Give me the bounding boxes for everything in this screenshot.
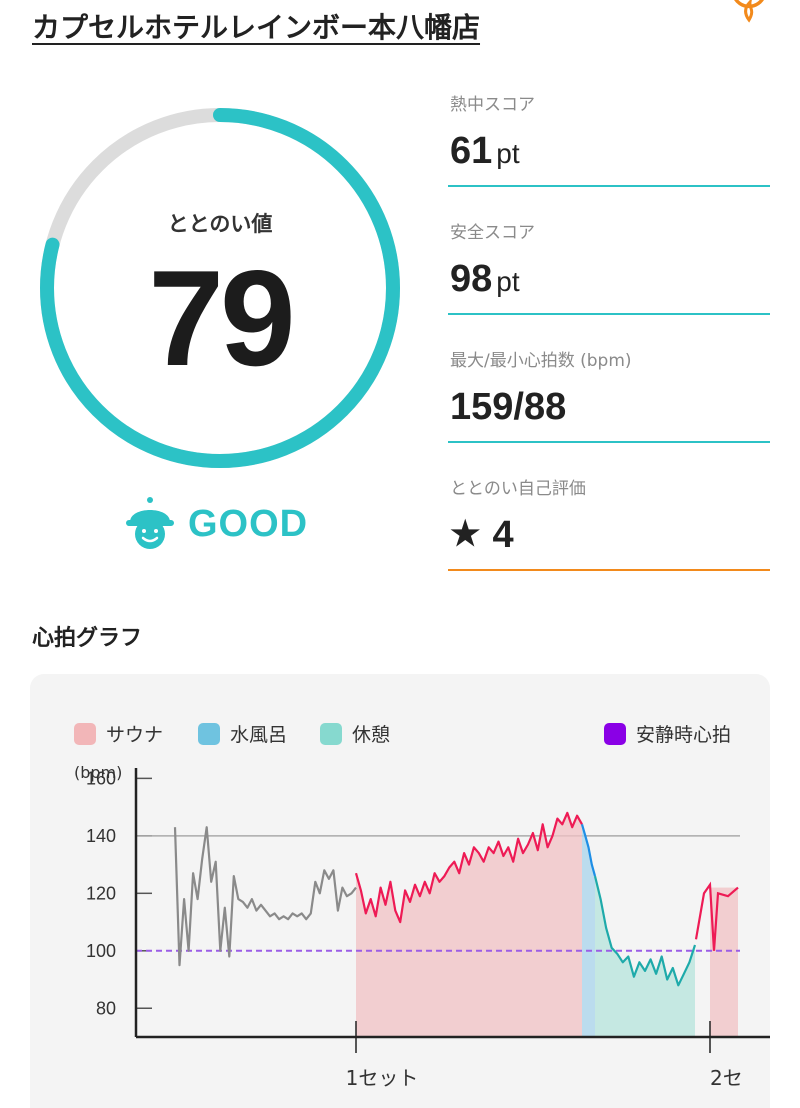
rating-text: GOOD	[188, 502, 309, 545]
y-axis-label: (bpm)	[74, 763, 122, 782]
y-tick-label: 100	[86, 941, 116, 961]
stat-underline	[448, 313, 770, 315]
legend-swatch	[604, 722, 626, 745]
sauna-logo-icon[interactable]	[726, 0, 772, 36]
y-tick-label: 120	[86, 883, 116, 903]
heart-graph-title: 心拍グラフ	[32, 626, 143, 651]
phase-area	[710, 887, 738, 1037]
stat-underline	[448, 441, 770, 443]
stat-value: 61 pt	[450, 130, 520, 172]
phase-area	[595, 876, 695, 1037]
stat-label: 最大/最小心拍数 (bpm)	[450, 351, 632, 371]
y-tick-label: 160	[86, 768, 116, 788]
series-line	[173, 826, 357, 967]
stat-underline	[448, 185, 770, 187]
star-icon: ★	[450, 515, 481, 553]
stat-label: 熱中スコア	[450, 95, 535, 115]
phase-area	[582, 824, 595, 1037]
stat-label: ととのい自己評価	[450, 479, 586, 499]
series-line	[354, 811, 583, 924]
stat-value: ★ 4	[450, 514, 514, 556]
heart-rate-chart: サウナ 水風呂 休憩 安静時心拍 (bpm) 80 100 120 140 160 1セット…	[30, 674, 770, 1108]
stat-safety-score: 安全スコア 98 pt	[448, 212, 770, 340]
stat-heart-rate: 最大/最小心拍数 (bpm) 159/88	[448, 340, 770, 468]
x-tick-label: 1セット	[346, 1066, 419, 1090]
stat-self-rating[interactable]: ととのい自己評価 ★ 4	[448, 468, 770, 596]
x-tick-label: 2セ	[710, 1066, 743, 1090]
score-ring	[40, 108, 400, 468]
stat-heat-score: 熱中スコア 61 pt	[448, 84, 770, 212]
phase-area	[356, 812, 582, 1037]
totonoi-score-gauge: ととのい値 79	[30, 98, 410, 478]
legend-swatch	[198, 722, 220, 745]
legend-rest: 休憩	[320, 720, 390, 747]
stat-value: 159/88	[450, 386, 567, 428]
heart-rate-plot: (bpm) 80 100 120 140 160 1セット 2セ	[74, 763, 770, 1090]
series-line	[580, 823, 597, 877]
score-ring-fill	[40, 108, 400, 468]
stats-panel: 熱中スコア 61 pt 安全スコア 98 pt 最大/最小心拍数 (bpm) 159…	[448, 84, 770, 596]
rating-badge: GOOD	[124, 496, 308, 552]
legend-swatch	[74, 722, 96, 745]
y-tick-label: 140	[86, 826, 116, 846]
legend-swatch	[320, 722, 342, 745]
score-value: 79	[148, 242, 295, 394]
score-label: ととのい値	[167, 212, 273, 236]
page-title: カプセルホテルレインボー本八幡店	[32, 11, 481, 44]
series-line	[593, 875, 697, 987]
stat-label: 安全スコア	[450, 223, 535, 243]
legend-resting-hr: 安静時心拍	[604, 720, 731, 747]
legend-sauna: サウナ	[74, 720, 163, 747]
stat-underline	[448, 569, 770, 571]
stat-value: 98 pt	[450, 258, 520, 300]
series-line	[694, 881, 739, 951]
y-tick-label: 80	[96, 998, 116, 1018]
legend-cold-bath: 水風呂	[198, 720, 287, 747]
sauna-hat-face-icon	[126, 497, 174, 549]
